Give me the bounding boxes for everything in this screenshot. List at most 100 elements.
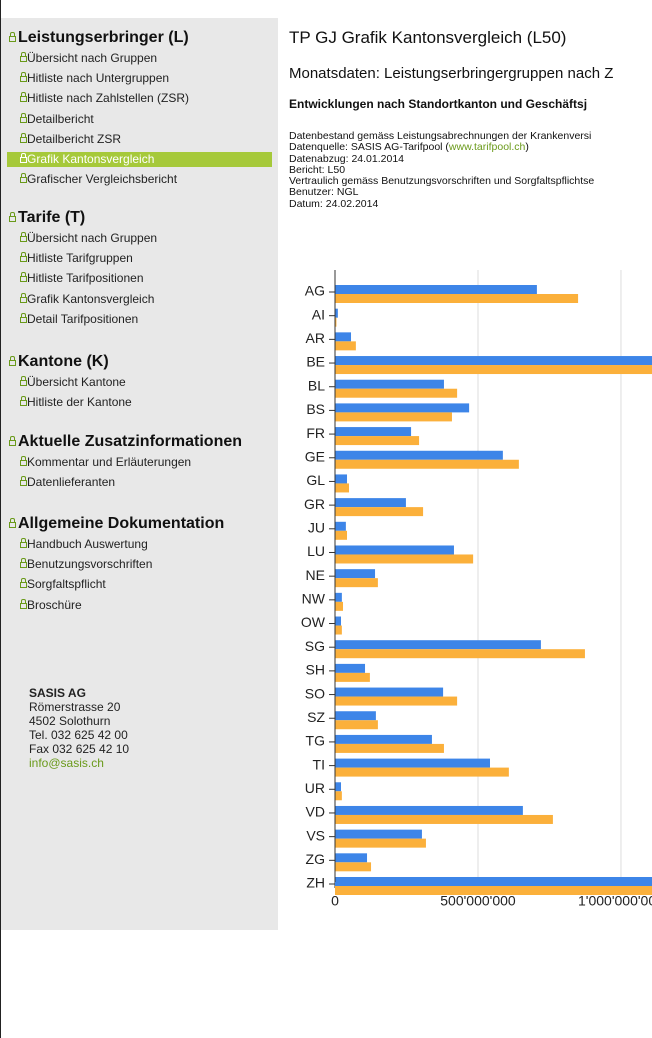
bar [335, 616, 342, 626]
bar [335, 625, 342, 635]
nav-item[interactable]: Hitliste Tarifgruppen [7, 251, 272, 266]
address-line: Fax 032 625 42 10 [29, 742, 130, 756]
y-tick-label: BL [308, 377, 325, 393]
bar [335, 412, 452, 422]
section-title: Allgemeine Dokumentation [7, 515, 224, 533]
bar [335, 474, 348, 484]
y-tick-label: SG [305, 638, 325, 654]
bar [335, 365, 652, 375]
bar [335, 767, 509, 777]
y-tick-label: TI [313, 756, 325, 772]
subtitle: Monatsdaten: Leistungserbringergruppen n… [289, 65, 614, 82]
y-tick-label: NE [306, 567, 325, 583]
nav-item[interactable]: Benutzungsvorschriften [7, 557, 272, 572]
bar [335, 356, 652, 366]
nav-item[interactable]: Sorgfaltspflicht [7, 577, 272, 592]
info-line: Bericht: L50 [289, 163, 346, 176]
nav-item[interactable]: Hitliste der Kantone [7, 395, 272, 410]
nav-item[interactable]: Handbuch Auswertung [7, 537, 272, 552]
y-tick-label: OW [301, 614, 326, 630]
bar [335, 530, 348, 540]
bar [335, 720, 378, 730]
bar [335, 294, 579, 303]
section-title: Tarife (T) [7, 209, 85, 227]
chart: 0 500'000'000 1'000'000'000 AG AI AR BE BL BS FR G… [301, 270, 652, 909]
nav-item[interactable]: Detail Tarifpositionen [7, 312, 272, 327]
nav-item[interactable]: Datenlieferanten [7, 475, 272, 490]
info-line: Datum: 24.02.2014 [289, 197, 379, 210]
nav-item[interactable]: Detailbericht [7, 112, 272, 127]
nav-item[interactable]: Grafik Kantonsvergleich [7, 152, 272, 167]
bar [335, 734, 432, 744]
info-block: Datenbestand gemäss Leistungsabrechnunge… [289, 130, 595, 210]
bar [335, 569, 376, 579]
bar [335, 672, 370, 682]
nav-item[interactable]: Grafischer Vergleichsbericht [7, 172, 272, 187]
x-tick-label: 0 [331, 893, 339, 909]
info-line: Datenquelle: SASIS AG-Tarifpool (www.tar… [289, 142, 594, 153]
nav-item[interactable]: Broschüre [7, 598, 272, 613]
nav-item[interactable]: Hitliste Tarifpositionen [7, 271, 272, 286]
bar [335, 791, 342, 801]
link[interactable]: www.tarifpool.ch [448, 141, 526, 154]
bar [335, 578, 378, 588]
page-title: TP GJ Grafik Kantonsvergleich (L50) [289, 28, 567, 47]
company: SASIS AG [29, 686, 86, 700]
sidebar: Leistungserbringer (L) Übersicht nach Gru… [1, 18, 278, 930]
bar [335, 459, 519, 469]
bar [335, 308, 338, 318]
bar [335, 545, 454, 555]
nav-item[interactable]: Detailbericht ZSR [7, 132, 272, 147]
info-line: Benutzer: NGL [289, 186, 359, 199]
bar [335, 687, 444, 697]
y-tick-label: SO [305, 685, 325, 701]
section-title: Leistungserbringer (L) [7, 29, 189, 47]
y-tick-label: VS [306, 827, 325, 843]
y-tick-label: SZ [307, 709, 325, 725]
y-tick-label: ZG [306, 851, 325, 867]
bar [335, 450, 503, 460]
bar [335, 521, 346, 531]
bar [335, 483, 350, 493]
info-text: ) [525, 141, 529, 154]
bar [335, 886, 652, 895]
nav-item[interactable]: Hitliste nach Untergruppen [7, 71, 272, 86]
heading: Entwicklungen nach Standortkanton und Ge… [289, 97, 588, 111]
bar [335, 601, 344, 611]
info-text: Datenquelle: SASIS AG-Tarifpool ( [289, 141, 449, 154]
bar [335, 403, 470, 413]
nav-item[interactable]: Übersicht nach Gruppen [7, 51, 272, 66]
y-tick-label: GE [305, 448, 325, 464]
nav-item[interactable]: Hitliste nach Zahlstellen (ZSR) [7, 91, 272, 106]
nav-item[interactable]: Übersicht nach Gruppen [7, 231, 272, 246]
bar [335, 592, 342, 602]
bar [335, 498, 406, 508]
info-line: Vertraulich gemäss Benutzungsvorschrifte… [289, 175, 595, 188]
bar [335, 782, 342, 792]
x-tick-label: 500'000'000 [440, 893, 516, 909]
x-tick-label: 1'000'000'000 [578, 893, 652, 909]
y-tick-label: VD [306, 804, 325, 820]
y-tick-label: GL [306, 472, 325, 488]
address-line: 4502 Solothurn [29, 714, 111, 728]
nav-item[interactable]: Übersicht Kantone [7, 375, 272, 390]
email-link[interactable]: info@sasis.ch [29, 756, 104, 770]
y-tick-label: NW [302, 591, 326, 607]
bar [335, 862, 372, 872]
y-tick-label: AG [305, 283, 325, 299]
bar [335, 711, 376, 721]
bar [335, 877, 652, 886]
y-tick-label: AI [312, 306, 325, 322]
bar [335, 696, 458, 706]
bar [335, 285, 537, 294]
bar [335, 814, 553, 824]
nav-item[interactable]: Grafik Kantonsvergleich [7, 292, 272, 307]
section-title: Kantone (K) [7, 353, 109, 371]
bar [335, 640, 541, 650]
section-title: Aktuelle Zusatzinformationen [7, 433, 242, 451]
nav-item[interactable]: Kommentar und Erläuterungen [7, 455, 272, 470]
y-tick-label: UR [305, 780, 325, 796]
y-tick-label: BS [306, 401, 325, 417]
bar [335, 317, 337, 327]
bar [335, 332, 352, 342]
